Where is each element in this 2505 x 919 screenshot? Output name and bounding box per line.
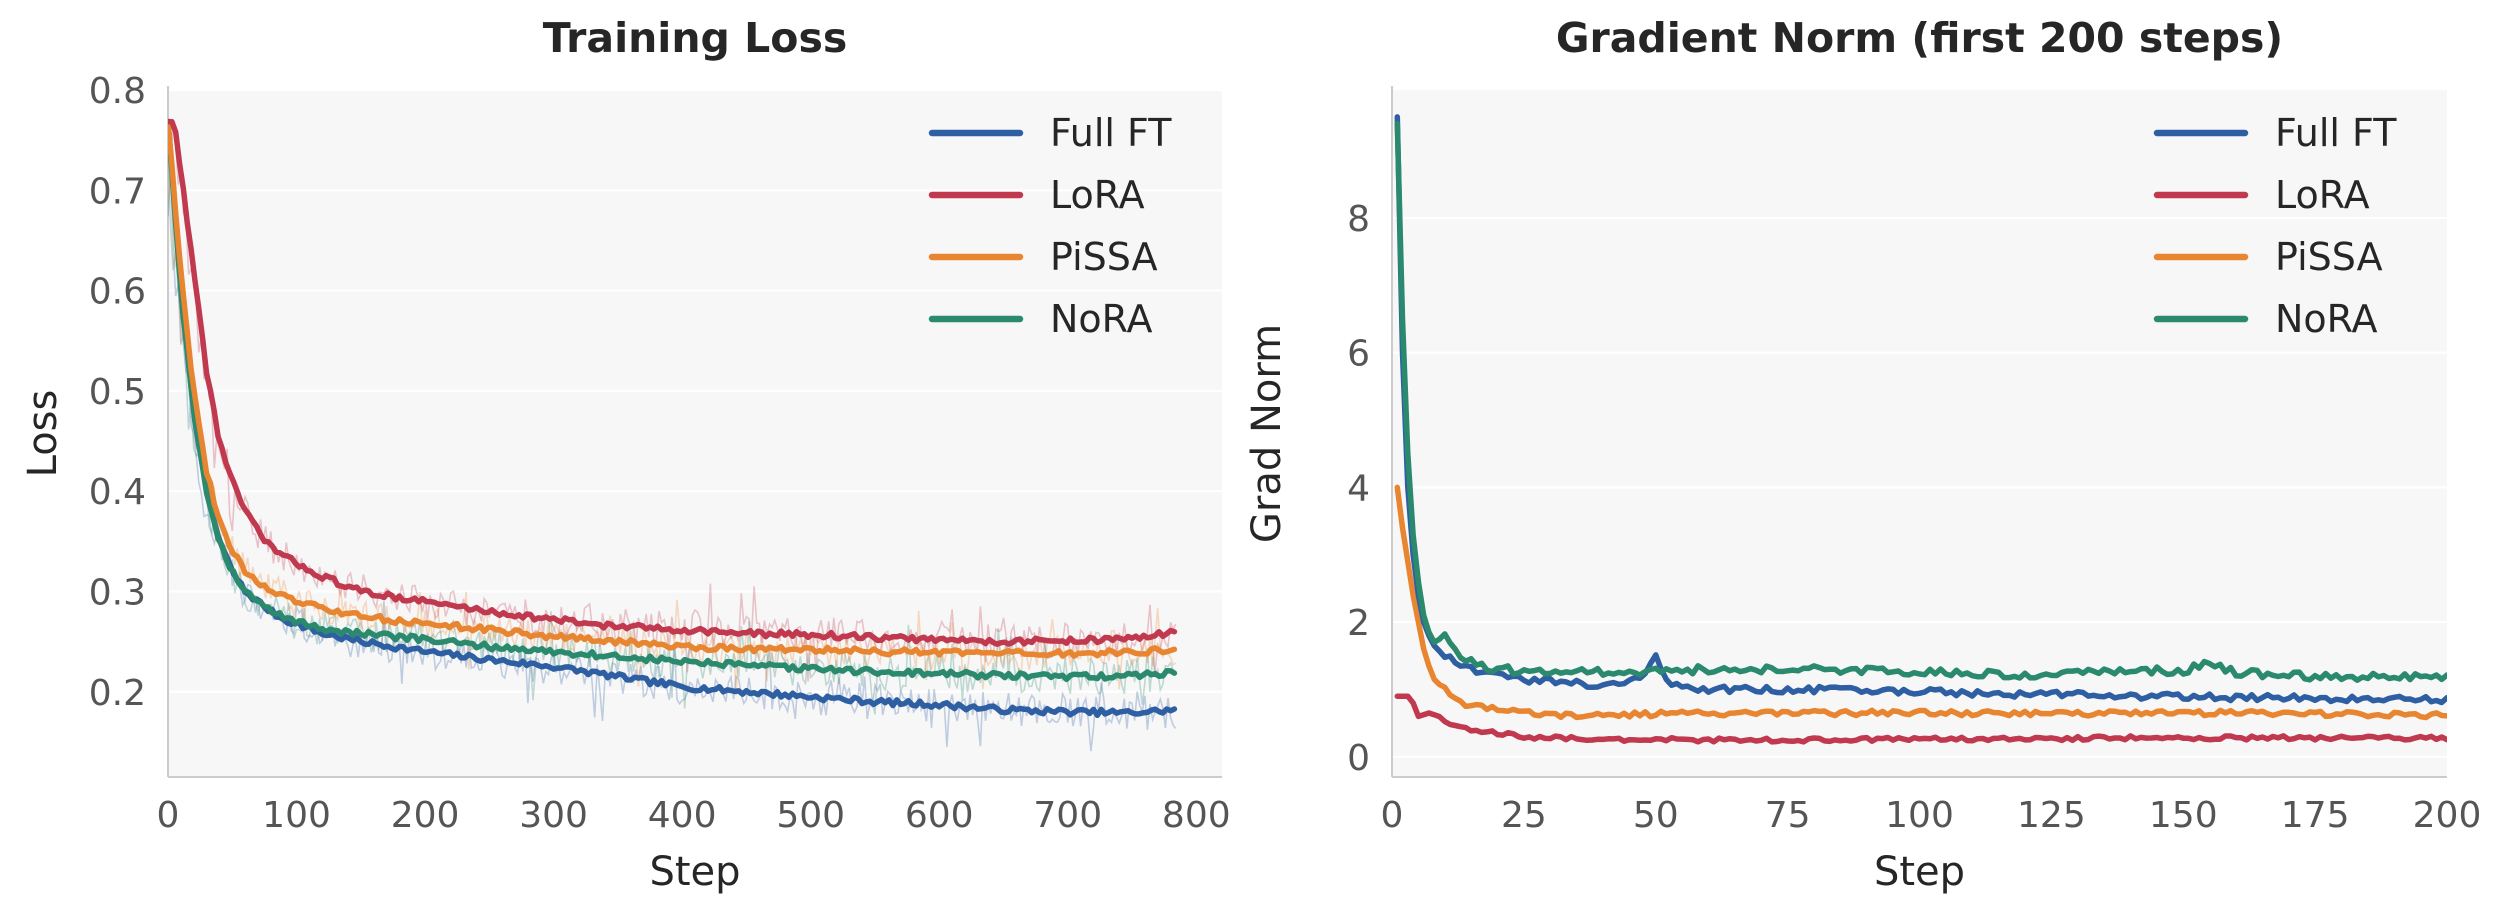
legend-label: LoRA [2275, 173, 2370, 217]
series-line-full-ft [1394, 114, 2447, 706]
x-tick-label: 600 [905, 795, 974, 836]
x-tick-label: 400 [648, 795, 717, 836]
legend: Full FT LoRA PiSSA NoRA [2153, 111, 2397, 341]
raw-trace-full-ft [168, 169, 1177, 752]
x-tick-label: 150 [2149, 795, 2218, 836]
x-tick-label: 200 [391, 795, 460, 836]
chart-title: Gradient Norm (first 200 steps) [1556, 14, 2283, 62]
y-tick-label: 0.8 [89, 71, 146, 112]
x-tick-label: 300 [519, 795, 588, 836]
legend-label: NoRA [2275, 297, 2378, 341]
x-tick-label: 50 [1633, 795, 1679, 836]
y-tick-label: 0.4 [89, 472, 146, 513]
series-line-nora [1394, 120, 2447, 683]
series-line-nora [168, 118, 1178, 683]
x-tick-label: 100 [1885, 795, 1954, 836]
chart-title: Training Loss [543, 14, 848, 62]
x-tick-label: 125 [2017, 795, 2086, 836]
chart-loss: 0 100 200 300 400 500 600 700 800 0.2 0.3 0.4 0.5 0.6… [20, 14, 1231, 895]
y-tick-label: 0.7 [89, 171, 146, 212]
x-tick-label: 200 [2413, 795, 2482, 836]
legend-label: PiSSA [1050, 235, 1158, 279]
x-axis-label: Step [649, 849, 740, 895]
series-line-full-ft [168, 118, 1178, 719]
series-line-pissa [1394, 484, 2447, 721]
x-tick-label: 700 [1033, 795, 1102, 836]
y-tick-label: 6 [1347, 334, 1370, 375]
series-line-lora [168, 118, 1178, 647]
legend-label: Full FT [2275, 111, 2397, 155]
chart-grad: 0 25 50 75 100 125 150 175 200 0 2 4 6 8 Gradient Norm… [1244, 14, 2481, 895]
plot-background [1392, 90, 2447, 777]
plot-area [1394, 114, 2447, 745]
plot-area [168, 118, 1178, 752]
legend-label: PiSSA [2275, 235, 2383, 279]
y-tick-label: 0.5 [89, 372, 146, 413]
x-tick-label: 800 [1162, 795, 1231, 836]
y-tick-label: 8 [1347, 199, 1370, 240]
x-tick-label: 100 [262, 795, 331, 836]
x-tick-label: 500 [776, 795, 845, 836]
x-tick-label: 0 [1381, 795, 1404, 836]
y-tick-label: 4 [1347, 468, 1370, 509]
y-tick-label: 2 [1347, 603, 1370, 644]
y-tick-label: 0.2 [89, 673, 146, 714]
y-axis-label: Grad Norm [1244, 324, 1290, 543]
legend-label: Full FT [1050, 111, 1172, 155]
x-tick-label: 75 [1765, 795, 1811, 836]
y-tick-label: 0.6 [89, 272, 146, 313]
raw-trace-nora [168, 144, 1177, 715]
x-tick-label: 0 [157, 795, 180, 836]
legend: Full FT LoRA PiSSA NoRA [928, 111, 1172, 341]
series-line-pissa [168, 118, 1178, 659]
y-axis-label: Loss [20, 390, 66, 478]
y-tick-label: 0 [1347, 738, 1370, 779]
y-tick-label: 0.3 [89, 572, 146, 613]
legend-label: LoRA [1050, 173, 1145, 217]
legend-label: NoRA [1050, 297, 1153, 341]
x-tick-label: 25 [1501, 795, 1547, 836]
x-axis-label: Step [1874, 849, 1965, 895]
series-line-lora [1394, 693, 2447, 745]
x-tick-label: 175 [2281, 795, 2350, 836]
